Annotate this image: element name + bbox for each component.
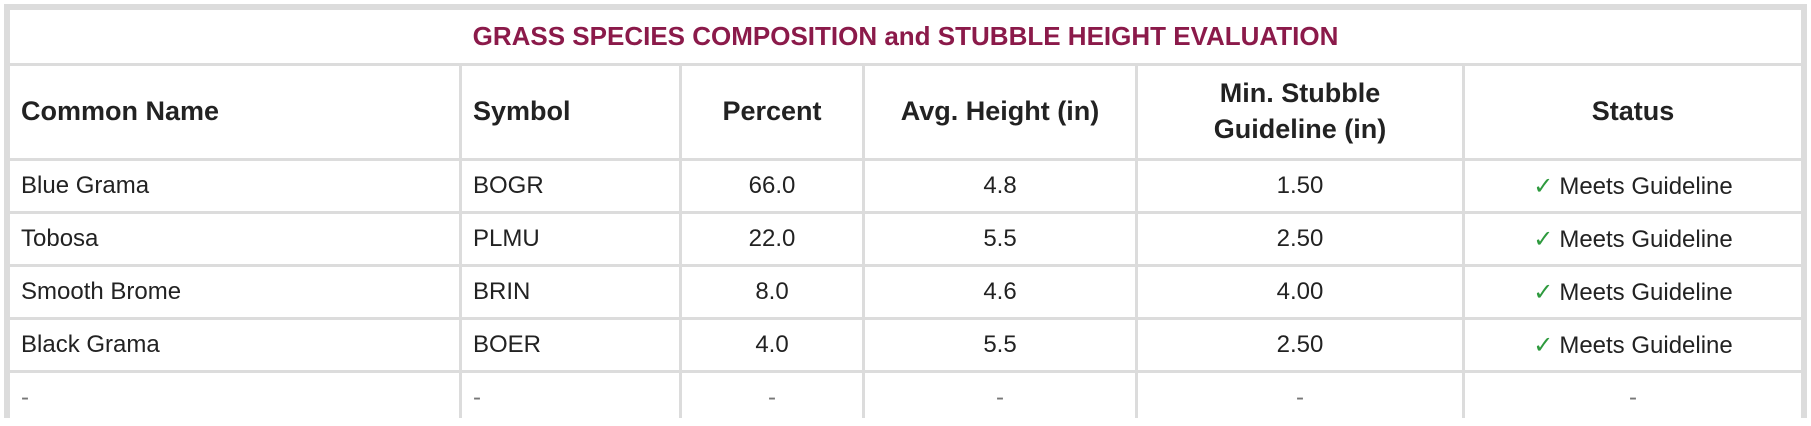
table-row: - - - - - - [10,373,1801,423]
cell-common-name: Blue Grama [10,161,459,211]
cell-symbol: PLMU [462,214,679,264]
table-header-row: Common Name Symbol Percent Avg. Height (… [10,66,1801,158]
cell-avg-height: - [865,373,1135,423]
cell-status: - [1465,373,1801,423]
cell-min-stubble: 2.50 [1138,214,1462,264]
header-percent: Percent [682,66,862,158]
header-min-stubble-line1: Min. Stubble [1219,78,1381,109]
cell-common-name: - [10,373,459,423]
evaluation-table-frame: GRASS SPECIES COMPOSITION and STUBBLE HE… [4,4,1807,423]
status-text: Meets Guideline [1559,331,1733,359]
cell-symbol: BOGR [462,161,679,211]
check-icon: ✓ [1533,330,1554,359]
header-common-name: Common Name [10,66,459,158]
table-row: Tobosa PLMU 22.0 5.5 2.50 ✓ Meets Guideli… [10,214,1801,264]
status-text: Meets Guideline [1559,225,1733,253]
cell-min-stubble: 2.50 [1138,320,1462,370]
check-icon: ✓ [1533,224,1554,253]
cell-avg-height: 4.8 [865,161,1135,211]
check-icon: ✓ [1533,171,1554,200]
cell-status: ✓ Meets Guideline [1465,267,1801,317]
status-text: Meets Guideline [1559,172,1733,200]
cell-avg-height: 4.6 [865,267,1135,317]
cell-common-name: Tobosa [10,214,459,264]
header-avg-height: Avg. Height (in) [865,66,1135,158]
header-symbol: Symbol [462,66,679,158]
header-min-stubble-line2: Guideline (in) [1213,114,1387,144]
table-row: Blue Grama BOGR 66.0 4.8 1.50 ✓ Meets Gui… [10,161,1801,211]
cell-avg-height: 5.5 [865,214,1135,264]
cell-min-stubble: 4.00 [1138,267,1462,317]
table-title-row: GRASS SPECIES COMPOSITION and STUBBLE HE… [10,10,1801,63]
table-row: Black Grama BOER 4.0 5.5 2.50 ✓ Meets Gui… [10,320,1801,370]
status-text: Meets Guideline [1559,278,1733,306]
cell-common-name: Smooth Brome [10,267,459,317]
cell-symbol: BRIN [462,267,679,317]
check-icon: ✓ [1533,277,1554,306]
cell-status: ✓ Meets Guideline [1465,214,1801,264]
cell-percent: 66.0 [682,161,862,211]
cell-status: ✓ Meets Guideline [1465,161,1801,211]
cell-symbol: BOER [462,320,679,370]
cell-symbol: - [462,373,679,423]
cell-min-stubble: 1.50 [1138,161,1462,211]
cell-percent: 22.0 [682,214,862,264]
grass-species-table: GRASS SPECIES COMPOSITION and STUBBLE HE… [7,7,1804,426]
cell-avg-height: 5.5 [865,320,1135,370]
cell-percent: 8.0 [682,267,862,317]
header-min-stubble: Min. Stubble Guideline (in) [1138,66,1462,158]
cell-percent: - [682,373,862,423]
cell-percent: 4.0 [682,320,862,370]
cell-min-stubble: - [1138,373,1462,423]
table-row: Smooth Brome BRIN 8.0 4.6 4.00 ✓ Meets Gu… [10,267,1801,317]
table-title: GRASS SPECIES COMPOSITION and STUBBLE HE… [10,10,1801,63]
cell-status: ✓ Meets Guideline [1465,320,1801,370]
header-status: Status [1465,66,1801,158]
cell-common-name: Black Grama [10,320,459,370]
